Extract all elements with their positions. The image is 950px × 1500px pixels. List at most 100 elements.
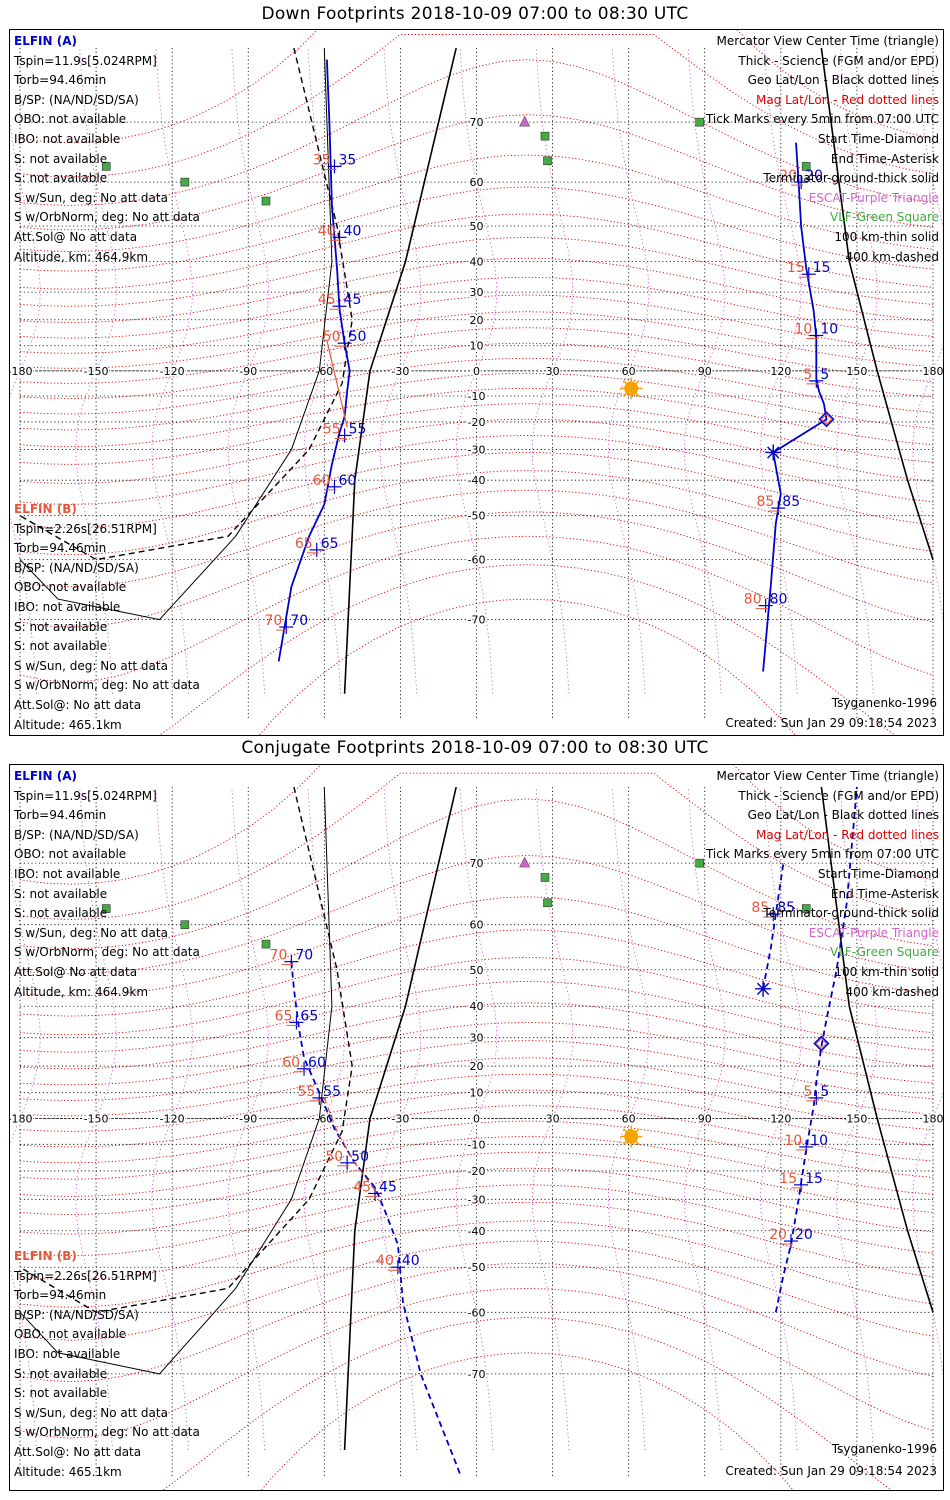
info-line: S w/Sun, deg: No att data bbox=[14, 1405, 168, 1420]
sun-disk bbox=[624, 381, 639, 396]
panel2-title: Conjugate Footprints 2018-10-09 07:00 to… bbox=[241, 738, 709, 758]
track-tick-label-a: 45 bbox=[379, 1179, 397, 1195]
legend-item: ESCAT-Purple Triangle bbox=[808, 925, 939, 940]
y-tick-label: -50 bbox=[468, 1261, 486, 1274]
track-tick-label-a: 15 bbox=[805, 1171, 823, 1187]
legend-item: VLF-Green Square bbox=[830, 210, 939, 225]
vlf-square-icon bbox=[180, 177, 190, 187]
mag-lon-line bbox=[303, 786, 346, 1451]
asterisk-stroke bbox=[756, 982, 770, 995]
y-tick-label: 10 bbox=[470, 1087, 484, 1100]
created-label: Created: Sun Jan 29 09:18:54 2023 bbox=[725, 1464, 937, 1478]
vlf-square-icon bbox=[101, 904, 111, 913]
mag-lat-line bbox=[19, 34, 934, 178]
mag-lon-line bbox=[455, 786, 498, 1451]
sun-icon bbox=[620, 1125, 643, 1148]
conjugate-footprints-map: -180 -150 -120 -90 -60 -30 0 30 60 90 120 150 180 -70… bbox=[10, 765, 943, 1490]
track-tick-label-a: 85 bbox=[782, 494, 800, 510]
info-line: Tspin=2.26s[26.51RPM] bbox=[14, 521, 157, 536]
track-tick-label-b: 5 bbox=[803, 1084, 812, 1100]
vlf-square-icon bbox=[180, 920, 190, 930]
sun-icon bbox=[620, 377, 643, 400]
elfin-a-info: ELFIN (A) Tspin=11.9s[5.024RPM] Torb=94.4… bbox=[14, 767, 200, 1002]
elfin-b-info: ELFIN (B) Tspin=2.26s[26.51RPM] Torb=94.4… bbox=[14, 500, 200, 735]
y-tick-label: 50 bbox=[470, 220, 484, 233]
x-tick-label: 180 bbox=[923, 1113, 944, 1126]
track-tick-label-a: 40 bbox=[344, 223, 362, 239]
created-label: Created: Sun Jan 29 09:18:54 2023 bbox=[725, 716, 937, 730]
legend: Mercator View Center Time (triangle) Thic… bbox=[706, 32, 939, 267]
legend-item: End Time-Asterisk bbox=[830, 151, 939, 166]
info-line: Att.Sol@: No att data bbox=[14, 697, 142, 712]
legend-item: 400 km-dashed bbox=[845, 249, 939, 264]
end-asterisk-icon bbox=[765, 444, 782, 461]
y-tick-label: 10 bbox=[470, 340, 484, 353]
x-tick-label: -150 bbox=[84, 1113, 109, 1126]
track-tick-label-b: 50 bbox=[325, 1149, 343, 1165]
mag-lon-line bbox=[912, 786, 943, 1377]
escat-triangle-icon bbox=[519, 856, 531, 868]
info-line: S w/OrbNorm, deg: No att data bbox=[14, 210, 200, 225]
x-tick-label: 60 bbox=[622, 365, 636, 378]
track-tick-label-a: 20 bbox=[795, 1227, 813, 1243]
axis-labels: -180 -150 -120 -90 -60 -30 0 30 60 90 120 150 180 -70… bbox=[10, 856, 944, 1383]
info-line: S: not available bbox=[14, 171, 108, 186]
info-line: Altitude, km: 464.9km bbox=[14, 249, 149, 264]
model-label: Tsyganenko-1996 bbox=[831, 1442, 937, 1456]
vlf-square-icon bbox=[695, 858, 704, 868]
x-tick-label: 90 bbox=[698, 1113, 712, 1126]
legend-item: Mercator View Center Time (triangle) bbox=[716, 34, 939, 48]
elfin-b-lines: Tspin=2.26s[26.51RPM] Torb=94.46min B/SP: … bbox=[14, 1267, 200, 1483]
info-line: IBO: not available bbox=[14, 131, 121, 146]
track-tick-label-b: 45 bbox=[353, 1179, 371, 1195]
info-line: S w/Sun, deg: No att data bbox=[14, 658, 168, 673]
y-tick-label: 20 bbox=[470, 314, 484, 327]
info-line: Att.Sol@ No att data bbox=[14, 964, 138, 979]
sun-disk bbox=[624, 1129, 639, 1144]
vlf-square-icon bbox=[543, 156, 552, 166]
orbit-track bbox=[323, 1097, 376, 1191]
y-tick-label: -20 bbox=[468, 416, 486, 429]
elfin-a-header: ELFIN (A) bbox=[14, 34, 77, 48]
legend-item: Mag Lat/Lon - Red dotted lines bbox=[755, 827, 939, 842]
mag-lat-line bbox=[19, 929, 934, 1017]
info-line: Altitude, km: 464.9km bbox=[14, 984, 149, 999]
orbit-tracks: 5510101515202085857070656560605555505045… bbox=[270, 786, 858, 1478]
terminator-400km bbox=[19, 786, 353, 1314]
y-tick-label: 40 bbox=[470, 1000, 484, 1013]
model-label: Tsyganenko-1996 bbox=[831, 696, 937, 710]
x-tick-label: 120 bbox=[770, 1113, 791, 1126]
track-tick-label-b: 45 bbox=[318, 292, 336, 308]
y-tick-label: -70 bbox=[468, 1368, 486, 1381]
mag-lat-line bbox=[19, 59, 934, 206]
mag-lat-line bbox=[19, 30, 934, 144]
legend-item: Thick - Science (FGM and/or EPD) bbox=[738, 788, 939, 803]
terminator-ground-east bbox=[820, 47, 934, 560]
terminator-ground bbox=[343, 786, 457, 1451]
info-line: IBO: not available bbox=[14, 866, 121, 881]
legend-item: Start Time-Diamond bbox=[817, 131, 939, 146]
info-line: S: not available bbox=[14, 1366, 108, 1381]
y-tick-label: -50 bbox=[468, 510, 486, 523]
track-tick-label-a: 20 bbox=[805, 168, 823, 184]
track-tick-label-b: 20 bbox=[769, 1227, 787, 1243]
info-line: B/SP: (NA/ND/SD/SA) bbox=[14, 827, 139, 842]
elfin-b-info: ELFIN (B) Tspin=2.26s[26.51RPM] Torb=94.4… bbox=[14, 1247, 200, 1482]
track-tick-label-b: 20 bbox=[779, 168, 797, 184]
y-tick-label: -40 bbox=[468, 1225, 486, 1238]
track-tick-label-b: 85 bbox=[756, 494, 774, 510]
track-tick-label-a: 40 bbox=[402, 1253, 420, 1269]
y-tick-label: 70 bbox=[470, 116, 484, 129]
mag-lat-line bbox=[19, 980, 934, 1053]
elfin-a-lines: Tspin=11.9s[5.024RPM] Torb=94.46min B/SP: … bbox=[14, 787, 200, 1003]
track-tick-label-a: 60 bbox=[308, 1055, 326, 1071]
legend-item: ESCAT-Purple Triangle bbox=[808, 190, 939, 205]
x-tick-label: 60 bbox=[622, 1113, 636, 1126]
legend-item: Tick Marks every 5min from 07:00 UTC bbox=[705, 112, 939, 127]
info-line: S w/Sun, deg: No att data bbox=[14, 925, 168, 940]
x-tick-label: 30 bbox=[546, 365, 560, 378]
track-tick-label-a: 55 bbox=[349, 421, 367, 437]
info-line: Altitude: 465.1km bbox=[14, 1464, 122, 1479]
y-tick-label: -60 bbox=[468, 554, 486, 567]
x-tick-label: -120 bbox=[160, 1113, 185, 1126]
